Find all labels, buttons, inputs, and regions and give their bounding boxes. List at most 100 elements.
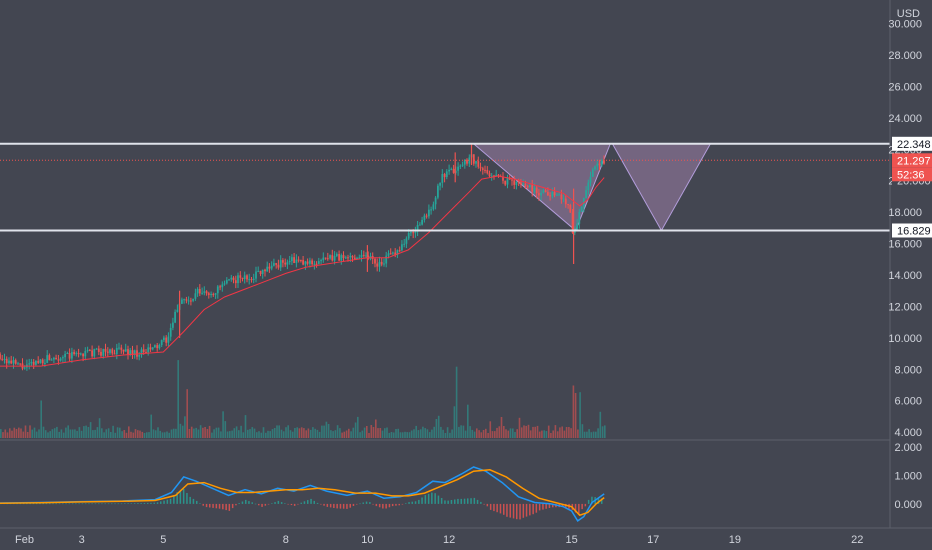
time-tick-label: 22 xyxy=(851,534,863,546)
volume-bar xyxy=(327,424,330,438)
volume-bar xyxy=(399,432,402,438)
volume-bar xyxy=(303,428,305,438)
macd-histogram-bar xyxy=(248,501,250,504)
macd-histogram-bar xyxy=(127,503,129,504)
macd-histogram-bar xyxy=(382,503,384,509)
volume-bar xyxy=(98,418,101,438)
candle-body xyxy=(194,293,197,299)
macd-histogram-bar xyxy=(447,500,449,504)
candle-body xyxy=(129,350,132,355)
macd-histogram-bar xyxy=(440,498,443,504)
macd-histogram-bar xyxy=(457,498,459,504)
candle-body xyxy=(158,345,161,349)
candle-body xyxy=(428,209,430,217)
macd-histogram-bar xyxy=(35,503,38,505)
volume-bar xyxy=(271,429,274,438)
volume-bar xyxy=(442,429,444,438)
candle-body xyxy=(172,322,174,328)
macd-histogram-bar xyxy=(215,503,218,509)
candle-body xyxy=(167,336,170,343)
volume-bar xyxy=(323,425,325,438)
candle-body xyxy=(234,280,237,284)
candle-body xyxy=(154,345,156,348)
price-pane[interactable] xyxy=(0,142,890,438)
macd-histogram-bar xyxy=(209,503,211,508)
macd-histogram-bar xyxy=(444,500,446,504)
macd-pane[interactable] xyxy=(0,466,605,522)
candle-body xyxy=(603,160,605,164)
candle-body xyxy=(493,175,495,177)
level-tag-2-box xyxy=(892,223,932,238)
macd-histogram-bar xyxy=(522,503,525,518)
macd-histogram-bar xyxy=(339,503,342,509)
macd-histogram-bar xyxy=(496,503,498,513)
volume-bar xyxy=(422,426,424,438)
volume-bar xyxy=(512,428,514,438)
volume-bar xyxy=(276,425,278,438)
volume-bar xyxy=(386,427,388,438)
candle-body xyxy=(14,360,17,364)
countdown-tag: 52:36 xyxy=(897,169,925,181)
candle-body xyxy=(77,353,80,355)
candle-body xyxy=(497,174,500,177)
volume-bar xyxy=(188,429,191,438)
volume-bar xyxy=(15,429,18,438)
volume-bar xyxy=(143,433,146,438)
macd-axis[interactable]: 0.000 1.000 2.000 xyxy=(894,442,922,511)
candle-body xyxy=(190,300,192,302)
candle-body xyxy=(270,265,273,269)
candle-body xyxy=(540,192,542,196)
macd-histogram-bar xyxy=(346,503,348,509)
volume-bar xyxy=(561,426,563,438)
candle-body xyxy=(131,350,134,355)
candle-body xyxy=(324,257,327,259)
candle-body xyxy=(142,349,145,352)
candle-body xyxy=(515,181,518,185)
candle-body xyxy=(401,244,403,251)
volume-bar xyxy=(536,425,539,438)
candle-body xyxy=(524,184,527,187)
candle-body xyxy=(196,289,199,294)
candle-body xyxy=(340,255,343,261)
candle-body xyxy=(439,182,441,186)
macd-histogram-bar xyxy=(78,503,80,505)
macd-histogram-bar xyxy=(529,503,531,516)
macd-histogram-bar xyxy=(601,498,603,504)
macd-histogram-bar xyxy=(473,497,476,504)
candle-body xyxy=(392,252,394,254)
candle-body xyxy=(118,347,120,349)
candle-body xyxy=(329,255,331,259)
volume-bar xyxy=(552,430,554,438)
candle-body xyxy=(466,159,468,164)
macd-histogram-bar xyxy=(398,503,400,506)
candle-body xyxy=(416,225,419,232)
volume-bar xyxy=(87,427,90,438)
volume-bar xyxy=(42,426,45,438)
volume-bar xyxy=(505,429,507,438)
candle-body xyxy=(104,348,107,352)
macd-histogram-bar xyxy=(356,503,358,505)
volume-bar xyxy=(339,428,341,438)
volume-bar xyxy=(224,421,227,438)
volume-bar xyxy=(60,429,63,438)
volume-bar xyxy=(449,432,451,438)
candle-body xyxy=(248,279,251,281)
volume-bar xyxy=(498,426,501,438)
volume-bar xyxy=(554,425,557,438)
volume-bar xyxy=(410,430,413,438)
candle-body xyxy=(367,255,370,259)
volume-bar xyxy=(336,425,339,438)
candle-body xyxy=(79,353,82,355)
candle-body xyxy=(297,259,300,261)
macd-histogram-bar xyxy=(375,503,378,507)
volume-bar xyxy=(473,431,476,438)
horizontal-levels[interactable] xyxy=(0,142,890,232)
price-tick-label: 8.000 xyxy=(894,364,922,376)
time-axis[interactable]: Feb 3 5 8 10 12 15 17 19 22 xyxy=(15,534,863,546)
volume-bar xyxy=(161,432,164,438)
volume-bar xyxy=(520,427,523,438)
currency-label: USD xyxy=(897,8,920,20)
volume-bar xyxy=(397,428,399,438)
macd-histogram-bar xyxy=(476,499,479,504)
